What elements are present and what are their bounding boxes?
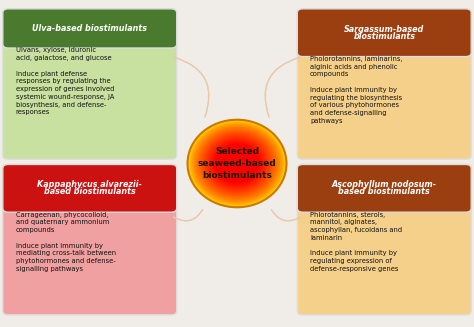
FancyArrowPatch shape [173, 57, 209, 117]
FancyBboxPatch shape [297, 9, 471, 159]
Ellipse shape [192, 124, 282, 203]
Text: based biostimulants: based biostimulants [44, 187, 136, 197]
Text: Sargassum-based: Sargassum-based [344, 25, 424, 34]
FancyBboxPatch shape [3, 164, 177, 315]
Text: Selected
seaweed-based
biostimulants: Selected seaweed-based biostimulants [198, 147, 276, 180]
Text: based biostimulants: based biostimulants [338, 187, 430, 197]
Bar [307, 39, 462, 53]
FancyBboxPatch shape [3, 164, 177, 212]
Text: Ascophyllum nodosum-: Ascophyllum nodosum- [332, 180, 437, 189]
Ellipse shape [211, 141, 263, 186]
Text: Kappaphycus alvarezii-: Kappaphycus alvarezii- [37, 180, 142, 189]
Ellipse shape [201, 131, 273, 196]
Text: Pholorotannins, laminarins,
alginic acids and phenolic
compounds

Induce plant i: Pholorotannins, laminarins, alginic acid… [310, 56, 402, 124]
FancyBboxPatch shape [297, 164, 471, 315]
Text: Phlorotannins, sterols,
mannitol, alginates,
ascophyllan, fucoidans and
laminari: Phlorotannins, sterols, mannitol, algina… [310, 212, 402, 272]
Ellipse shape [213, 142, 261, 185]
Ellipse shape [196, 127, 278, 200]
Text: biostimulants: biostimulants [353, 32, 415, 41]
Ellipse shape [207, 137, 267, 190]
Ellipse shape [203, 134, 271, 193]
Ellipse shape [188, 120, 286, 207]
FancyBboxPatch shape [297, 164, 471, 212]
FancyArrowPatch shape [271, 210, 301, 221]
Ellipse shape [210, 140, 264, 187]
Ellipse shape [199, 129, 275, 198]
Bar [12, 194, 167, 208]
Text: Ulvans, xylose, iduronic
acid, galactose, and glucose

Induce plant defense
resp: Ulvans, xylose, iduronic acid, galactose… [16, 47, 114, 115]
Text: Carrageenan, phycocolloid,
and quaternary ammonium
compounds

Induce plant immun: Carrageenan, phycocolloid, and quaternar… [16, 212, 116, 272]
Ellipse shape [202, 132, 272, 195]
Bar [12, 33, 167, 44]
Ellipse shape [215, 144, 259, 183]
FancyArrowPatch shape [265, 57, 301, 117]
FancyBboxPatch shape [3, 9, 177, 48]
FancyBboxPatch shape [297, 9, 471, 57]
FancyBboxPatch shape [3, 9, 177, 159]
FancyArrowPatch shape [173, 210, 203, 221]
Bar [307, 194, 462, 208]
Ellipse shape [197, 128, 277, 199]
Text: Ulva-based biostimulants: Ulva-based biostimulants [32, 24, 147, 33]
Ellipse shape [191, 123, 283, 204]
Ellipse shape [189, 121, 285, 206]
Ellipse shape [194, 125, 280, 202]
Ellipse shape [205, 135, 269, 192]
Ellipse shape [209, 138, 265, 189]
